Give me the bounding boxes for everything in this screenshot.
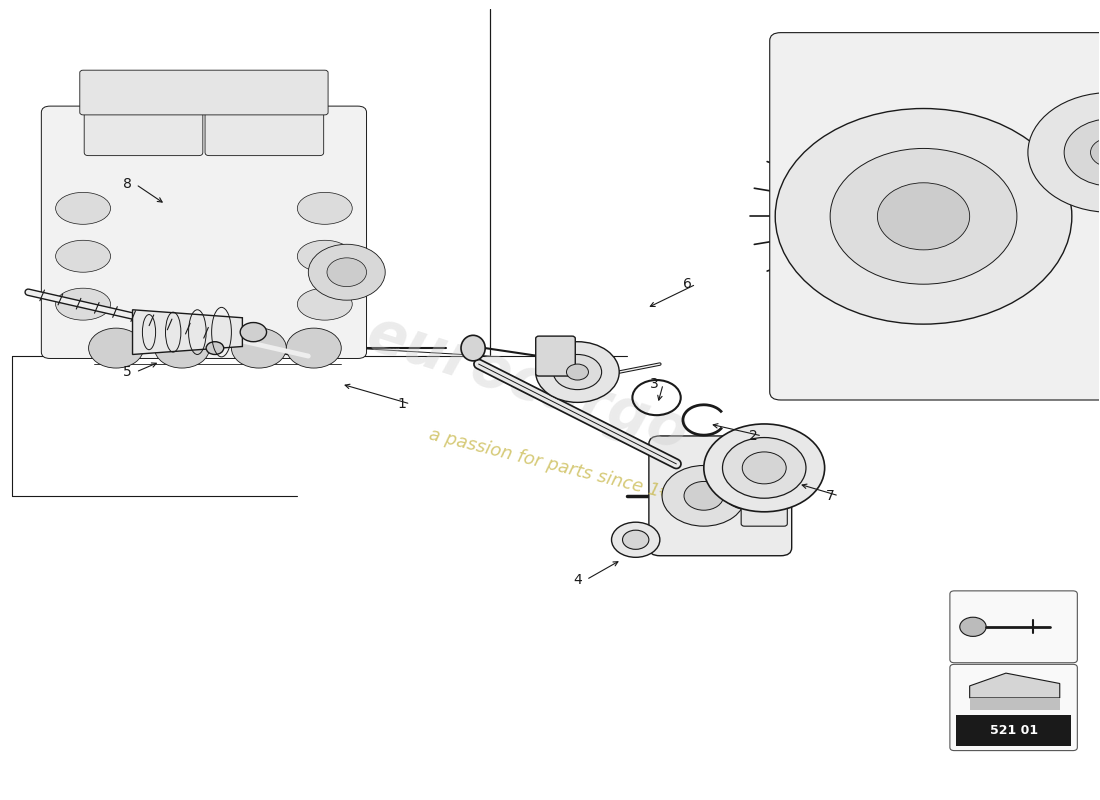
Circle shape bbox=[240, 322, 266, 342]
Circle shape bbox=[723, 438, 806, 498]
Circle shape bbox=[684, 482, 724, 510]
Text: 521 01: 521 01 bbox=[990, 724, 1037, 737]
Ellipse shape bbox=[56, 192, 111, 224]
Circle shape bbox=[623, 530, 649, 550]
FancyBboxPatch shape bbox=[741, 466, 788, 526]
FancyBboxPatch shape bbox=[205, 94, 323, 156]
FancyBboxPatch shape bbox=[85, 94, 202, 156]
Text: 6: 6 bbox=[683, 278, 692, 291]
Text: 4: 4 bbox=[573, 573, 582, 586]
Circle shape bbox=[553, 354, 602, 390]
Text: 3: 3 bbox=[650, 377, 659, 391]
Circle shape bbox=[154, 328, 209, 368]
Circle shape bbox=[327, 258, 366, 286]
Text: 1: 1 bbox=[397, 397, 406, 411]
FancyBboxPatch shape bbox=[649, 436, 792, 556]
Circle shape bbox=[89, 328, 143, 368]
Circle shape bbox=[720, 466, 782, 510]
Circle shape bbox=[612, 522, 660, 558]
Ellipse shape bbox=[297, 240, 352, 272]
Bar bbox=[970, 698, 1059, 710]
Circle shape bbox=[1064, 119, 1100, 186]
Circle shape bbox=[704, 424, 825, 512]
Circle shape bbox=[566, 364, 588, 380]
Text: 2: 2 bbox=[749, 429, 758, 443]
FancyBboxPatch shape bbox=[536, 336, 575, 376]
Text: eurocargo: eurocargo bbox=[360, 306, 696, 463]
Circle shape bbox=[536, 342, 619, 402]
FancyBboxPatch shape bbox=[42, 106, 366, 358]
Circle shape bbox=[286, 328, 341, 368]
FancyBboxPatch shape bbox=[80, 70, 328, 115]
Circle shape bbox=[830, 149, 1016, 284]
Circle shape bbox=[1090, 138, 1100, 167]
Circle shape bbox=[742, 452, 786, 484]
FancyBboxPatch shape bbox=[770, 33, 1100, 400]
Circle shape bbox=[878, 182, 970, 250]
Circle shape bbox=[662, 466, 746, 526]
Circle shape bbox=[308, 244, 385, 300]
Circle shape bbox=[776, 109, 1071, 324]
Text: 5: 5 bbox=[123, 365, 131, 379]
Bar bbox=[957, 715, 1070, 746]
FancyBboxPatch shape bbox=[950, 591, 1077, 662]
FancyBboxPatch shape bbox=[950, 664, 1077, 750]
Text: 7: 7 bbox=[826, 489, 835, 503]
Polygon shape bbox=[132, 310, 242, 354]
Circle shape bbox=[737, 478, 766, 498]
Polygon shape bbox=[970, 673, 1059, 698]
Text: a passion for parts since 1€: a passion for parts since 1€ bbox=[427, 425, 673, 502]
Text: 8: 8 bbox=[122, 178, 132, 191]
Ellipse shape bbox=[56, 288, 111, 320]
Circle shape bbox=[231, 328, 286, 368]
Ellipse shape bbox=[56, 240, 111, 272]
Circle shape bbox=[206, 342, 223, 354]
Ellipse shape bbox=[461, 335, 485, 361]
Circle shape bbox=[960, 618, 986, 636]
Circle shape bbox=[1027, 93, 1100, 212]
Ellipse shape bbox=[297, 288, 352, 320]
Ellipse shape bbox=[297, 192, 352, 224]
